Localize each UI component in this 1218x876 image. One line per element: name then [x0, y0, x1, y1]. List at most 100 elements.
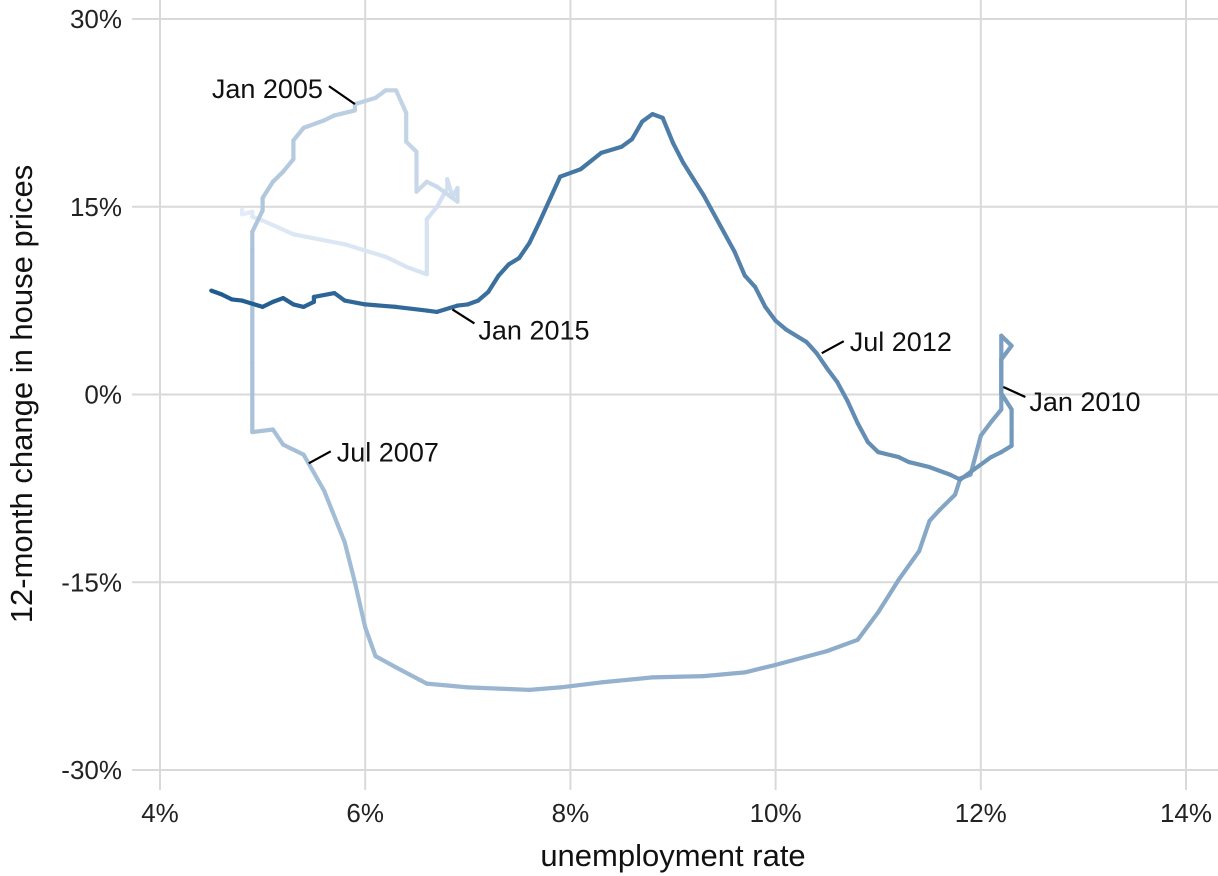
trail-segment	[722, 230, 737, 254]
trail-segment	[527, 685, 563, 693]
trail-segment	[250, 208, 265, 234]
y-tick-labels: -30% -15% 0% 15% 30%	[61, 4, 122, 785]
x-tick-label: 6%	[346, 798, 384, 828]
trail-segment	[927, 507, 942, 524]
trail-segment	[670, 140, 686, 165]
trail-segment	[537, 174, 563, 224]
trail-segment	[516, 240, 532, 261]
trail-segment	[927, 465, 953, 477]
trail-segment	[835, 379, 850, 403]
trail-segment	[496, 262, 511, 278]
trail-segment	[578, 150, 604, 172]
trail-segment	[465, 685, 501, 691]
trail-segment	[322, 488, 347, 545]
trail-segment	[486, 273, 501, 294]
trail-segment	[906, 460, 932, 470]
trail-segment	[476, 289, 491, 303]
annotation-leader	[308, 450, 332, 465]
trail-segment	[393, 304, 429, 313]
trail-segment	[373, 653, 399, 670]
trail-segment	[845, 398, 860, 426]
trail-segment	[629, 119, 645, 142]
trail-segment	[311, 291, 337, 299]
trail-segment	[445, 177, 455, 199]
trail-segment	[988, 407, 1004, 425]
trail-segment	[434, 184, 460, 204]
y-tick-label: -30%	[61, 755, 122, 785]
annotation-label: Jul 2007	[337, 437, 439, 467]
y-tick-label: 0%	[84, 380, 122, 410]
trail-segment	[999, 391, 1014, 412]
trail-segment	[424, 204, 440, 222]
trail-segment	[640, 111, 655, 124]
trail-segment	[650, 673, 706, 680]
annotation-leader	[328, 85, 356, 106]
trail-segment	[896, 548, 922, 582]
trail-segment	[342, 298, 368, 307]
trail-segment	[291, 232, 347, 247]
trail-segment	[404, 139, 419, 154]
trail-segment	[619, 137, 635, 149]
trail-segment	[424, 681, 470, 690]
trail-segment	[342, 242, 388, 259]
trail-segment	[342, 540, 357, 585]
trail-segment	[865, 440, 881, 455]
annotations: Jan 2005 Jul 2007 Jan 2010 Jul 2012 Jan 2015	[212, 74, 1141, 467]
trail-segment	[332, 291, 347, 303]
annotation-label: Jan 2005	[212, 74, 323, 104]
trail-segment	[742, 662, 778, 675]
annotation-leader	[1002, 385, 1026, 398]
trail-segment	[557, 167, 583, 179]
x-tick-label: 14%	[1160, 798, 1212, 828]
y-gridlines	[132, 18, 1218, 771]
trail-segment	[301, 118, 327, 131]
x-tick-label: 8%	[552, 798, 590, 828]
x-tick-label: 4%	[141, 798, 179, 828]
trail-segment	[773, 318, 789, 332]
trail-segment	[527, 219, 542, 246]
annotation-label: Jul 2012	[850, 327, 952, 357]
annotation-label: Jan 2015	[478, 315, 589, 345]
trail-segment	[855, 421, 871, 445]
trail-segment	[824, 637, 860, 654]
trail-segment	[599, 144, 624, 155]
trail-segment	[968, 455, 994, 475]
trail-segment	[814, 351, 830, 371]
trail-segment	[363, 302, 399, 309]
data-trail	[209, 88, 1014, 693]
trail-segment	[352, 95, 378, 107]
trail-segment	[363, 625, 378, 659]
trail-segment	[937, 492, 958, 512]
trail-segment	[373, 88, 388, 101]
trail-segment	[742, 273, 758, 289]
trail-segment	[260, 218, 296, 237]
trail-segment	[393, 665, 429, 686]
y-tick-label: 30%	[70, 4, 122, 34]
trail-segment	[270, 169, 286, 184]
trail-segment	[752, 284, 768, 309]
y-axis-title: 12-month change in house prices	[4, 165, 39, 623]
annotation-label: Jan 2010	[1029, 387, 1140, 417]
trail-segment	[599, 675, 655, 685]
trail-segment	[701, 193, 727, 236]
trail-segment	[917, 518, 932, 554]
trail-segment	[855, 610, 881, 642]
trail-segment	[660, 115, 676, 145]
trail-segment	[999, 343, 1014, 362]
trail-segment	[701, 670, 747, 679]
x-tick-labels: 4% 6% 8% 10% 12% 14%	[141, 798, 1212, 828]
trail-segment	[281, 157, 296, 174]
trail-segment	[281, 442, 306, 457]
trail-segment	[732, 249, 747, 278]
trail-segment	[804, 339, 819, 356]
trail-segment	[681, 160, 706, 198]
trail-segment	[383, 254, 409, 269]
trail-segment	[352, 580, 368, 630]
trail-segment	[783, 327, 809, 344]
x-tick-label: 10%	[750, 798, 802, 828]
trail-segment	[968, 433, 983, 477]
trail-segment	[332, 108, 357, 118]
trail-segment	[240, 298, 265, 309]
trail-segment	[876, 450, 901, 460]
